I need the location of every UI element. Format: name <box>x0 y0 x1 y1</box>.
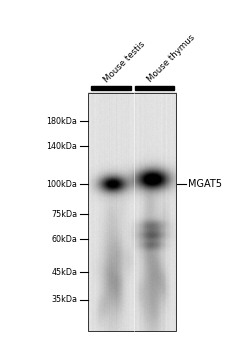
Text: 75kDa: 75kDa <box>51 210 77 219</box>
Text: 60kDa: 60kDa <box>51 234 77 244</box>
Bar <box>134 86 173 90</box>
Text: MGAT5: MGAT5 <box>187 180 221 189</box>
Text: 45kDa: 45kDa <box>51 268 77 277</box>
Bar <box>88 93 176 331</box>
Text: 140kDa: 140kDa <box>46 142 77 151</box>
Text: 100kDa: 100kDa <box>46 180 77 189</box>
Text: 180kDa: 180kDa <box>46 117 77 126</box>
Text: Mouse thymus: Mouse thymus <box>145 33 196 84</box>
Text: Mouse testis: Mouse testis <box>102 40 147 84</box>
Text: 35kDa: 35kDa <box>51 295 77 304</box>
Bar <box>90 86 131 90</box>
